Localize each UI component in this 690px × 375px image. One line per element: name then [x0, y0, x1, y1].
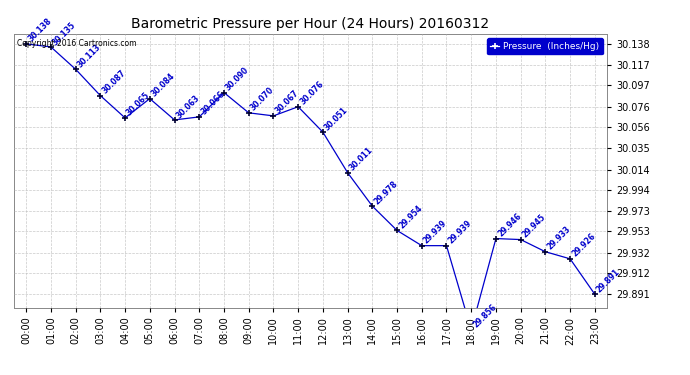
Text: 30.084: 30.084: [150, 72, 177, 99]
Pressure  (Inches/Hg): [22, 42, 30, 46]
Text: 29.891: 29.891: [595, 267, 622, 294]
Text: 30.087: 30.087: [100, 69, 128, 96]
Text: 30.076: 30.076: [298, 80, 325, 107]
Pressure  (Inches/Hg): [368, 204, 377, 209]
Pressure  (Inches/Hg): [195, 115, 204, 119]
Text: Copyright 2016 Cartronics.com: Copyright 2016 Cartronics.com: [17, 39, 136, 48]
Text: 29.926: 29.926: [570, 232, 597, 259]
Legend: Pressure  (Inches/Hg): Pressure (Inches/Hg): [486, 38, 602, 54]
Pressure  (Inches/Hg): [541, 249, 549, 254]
Pressure  (Inches/Hg): [244, 111, 253, 115]
Pressure  (Inches/Hg): [344, 170, 352, 175]
Text: 30.051: 30.051: [323, 105, 350, 132]
Pressure  (Inches/Hg): [146, 96, 154, 101]
Pressure  (Inches/Hg): [121, 116, 129, 120]
Pressure  (Inches/Hg): [442, 243, 451, 248]
Title: Barometric Pressure per Hour (24 Hours) 20160312: Barometric Pressure per Hour (24 Hours) …: [131, 17, 490, 31]
Pressure  (Inches/Hg): [220, 90, 228, 95]
Text: 30.063: 30.063: [175, 93, 201, 120]
Text: 30.113: 30.113: [76, 42, 103, 69]
Pressure  (Inches/Hg): [393, 228, 401, 233]
Text: 29.939: 29.939: [446, 219, 473, 246]
Pressure  (Inches/Hg): [591, 292, 599, 297]
Text: 30.135: 30.135: [51, 20, 78, 47]
Text: 29.978: 29.978: [373, 179, 400, 206]
Pressure  (Inches/Hg): [517, 237, 525, 242]
Text: 30.138: 30.138: [26, 17, 53, 44]
Pressure  (Inches/Hg): [566, 256, 574, 261]
Pressure  (Inches/Hg): [72, 67, 80, 72]
Pressure  (Inches/Hg): [417, 243, 426, 248]
Text: 29.939: 29.939: [422, 219, 448, 246]
Text: 29.946: 29.946: [496, 211, 523, 238]
Text: 30.066: 30.066: [199, 90, 226, 117]
Pressure  (Inches/Hg): [170, 118, 179, 122]
Pressure  (Inches/Hg): [319, 130, 327, 134]
Text: 30.070: 30.070: [248, 86, 276, 113]
Pressure  (Inches/Hg): [269, 114, 277, 118]
Pressure  (Inches/Hg): [492, 236, 500, 241]
Pressure  (Inches/Hg): [47, 45, 55, 49]
Text: 29.945: 29.945: [521, 213, 548, 240]
Pressure  (Inches/Hg): [467, 327, 475, 332]
Text: 30.065: 30.065: [125, 91, 152, 118]
Pressure  (Inches/Hg): [96, 93, 104, 98]
Text: 29.856: 29.856: [471, 303, 498, 330]
Text: 29.933: 29.933: [545, 225, 572, 252]
Pressure  (Inches/Hg): [294, 105, 302, 109]
Line: Pressure  (Inches/Hg): Pressure (Inches/Hg): [23, 40, 598, 333]
Text: 29.954: 29.954: [397, 204, 424, 231]
Text: 30.067: 30.067: [273, 89, 300, 116]
Text: 30.090: 30.090: [224, 66, 251, 93]
Text: 30.011: 30.011: [348, 146, 375, 172]
